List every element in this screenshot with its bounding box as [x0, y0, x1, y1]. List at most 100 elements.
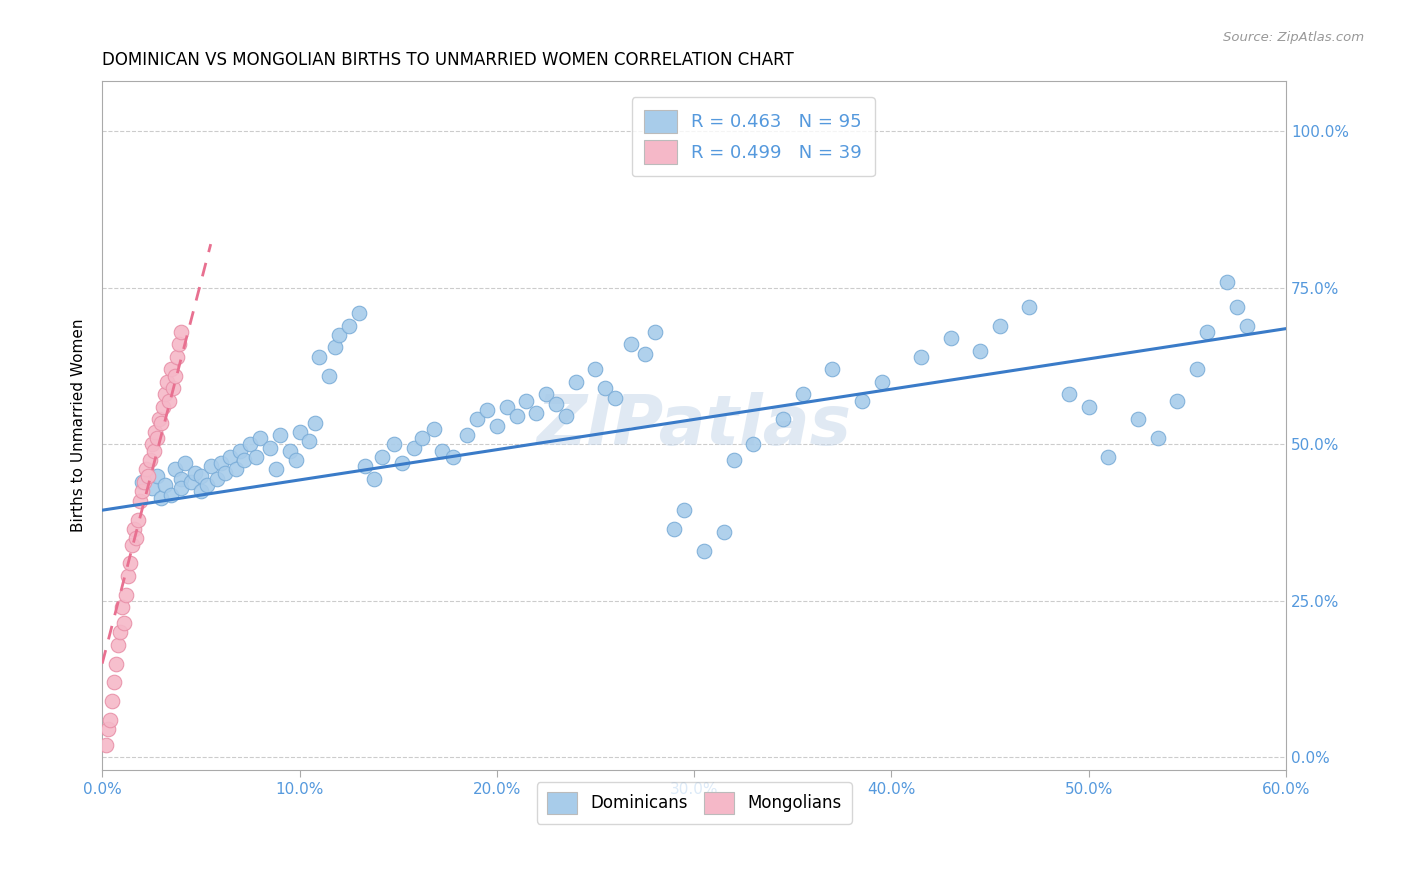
Point: [465, 412, 488, 426]
Point: [595, 381, 617, 395]
Point: [284, 453, 307, 467]
Point: [128, 493, 150, 508]
Point: [693, 544, 716, 558]
Point: [524, 406, 547, 420]
Point: [288, 425, 311, 439]
Point: [1236, 318, 1258, 333]
Point: [111, 600, 134, 615]
Legend: Dominicans, Mongolians: Dominicans, Mongolians: [537, 782, 852, 823]
Point: [239, 437, 262, 451]
Point: [96, 738, 118, 752]
Point: [495, 400, 517, 414]
Point: [167, 337, 190, 351]
Point: [146, 431, 169, 445]
Point: [209, 456, 232, 470]
Point: [132, 475, 155, 489]
Point: [422, 422, 444, 436]
Point: [742, 437, 765, 451]
Point: [122, 522, 145, 536]
Point: [166, 350, 188, 364]
Point: [1126, 412, 1149, 426]
Point: [441, 450, 464, 464]
Point: [910, 350, 932, 364]
Point: [337, 318, 360, 333]
Point: [97, 723, 120, 737]
Point: [644, 325, 666, 339]
Point: [148, 412, 170, 426]
Point: [772, 412, 794, 426]
Point: [155, 478, 177, 492]
Point: [150, 491, 173, 505]
Point: [1195, 325, 1218, 339]
Point: [200, 459, 222, 474]
Text: Source: ZipAtlas.com: Source: ZipAtlas.com: [1223, 31, 1364, 45]
Point: [534, 387, 557, 401]
Point: [141, 481, 163, 495]
Point: [544, 397, 567, 411]
Point: [939, 331, 962, 345]
Point: [1146, 431, 1168, 445]
Point: [249, 431, 271, 445]
Point: [127, 512, 149, 526]
Point: [174, 456, 197, 470]
Point: [233, 453, 256, 467]
Point: [505, 409, 527, 424]
Point: [988, 318, 1011, 333]
Point: [135, 462, 157, 476]
Point: [170, 325, 193, 339]
Point: [870, 375, 893, 389]
Point: [219, 450, 242, 464]
Point: [165, 368, 187, 383]
Point: [402, 441, 425, 455]
Point: [1216, 275, 1239, 289]
Text: DOMINICAN VS MONGOLIAN BIRTHS TO UNMARRIED WOMEN CORRELATION CHART: DOMINICAN VS MONGOLIAN BIRTHS TO UNMARRI…: [103, 51, 794, 69]
Point: [170, 472, 193, 486]
Point: [363, 472, 385, 486]
Point: [664, 522, 686, 536]
Point: [205, 472, 228, 486]
Point: [298, 434, 321, 449]
Point: [195, 478, 218, 492]
Point: [259, 441, 281, 455]
Point: [1166, 393, 1188, 408]
Point: [170, 481, 193, 495]
Point: [125, 532, 148, 546]
Point: [245, 450, 267, 464]
Point: [583, 362, 606, 376]
Point: [1057, 387, 1080, 401]
Point: [160, 362, 183, 376]
Point: [969, 343, 991, 358]
Point: [229, 443, 252, 458]
Point: [456, 428, 478, 442]
Point: [269, 428, 291, 442]
Point: [353, 459, 375, 474]
Point: [318, 368, 340, 383]
Point: [146, 468, 169, 483]
Point: [515, 393, 537, 408]
Point: [138, 453, 160, 467]
Point: [103, 675, 125, 690]
Point: [152, 400, 174, 414]
Point: [554, 409, 576, 424]
Point: [308, 350, 330, 364]
Point: [264, 462, 287, 476]
Point: [118, 557, 141, 571]
Point: [145, 425, 167, 439]
Point: [382, 437, 405, 451]
Point: [190, 484, 212, 499]
Point: [142, 443, 165, 458]
Point: [1018, 300, 1040, 314]
Point: [108, 625, 131, 640]
Point: [1185, 362, 1208, 376]
Point: [121, 538, 143, 552]
Text: ZIPatlas: ZIPatlas: [537, 392, 852, 459]
Point: [131, 475, 153, 489]
Point: [673, 503, 696, 517]
Point: [150, 416, 173, 430]
Point: [411, 431, 433, 445]
Point: [131, 484, 153, 499]
Point: [98, 713, 121, 727]
Point: [792, 387, 814, 401]
Point: [225, 462, 247, 476]
Point: [141, 437, 163, 451]
